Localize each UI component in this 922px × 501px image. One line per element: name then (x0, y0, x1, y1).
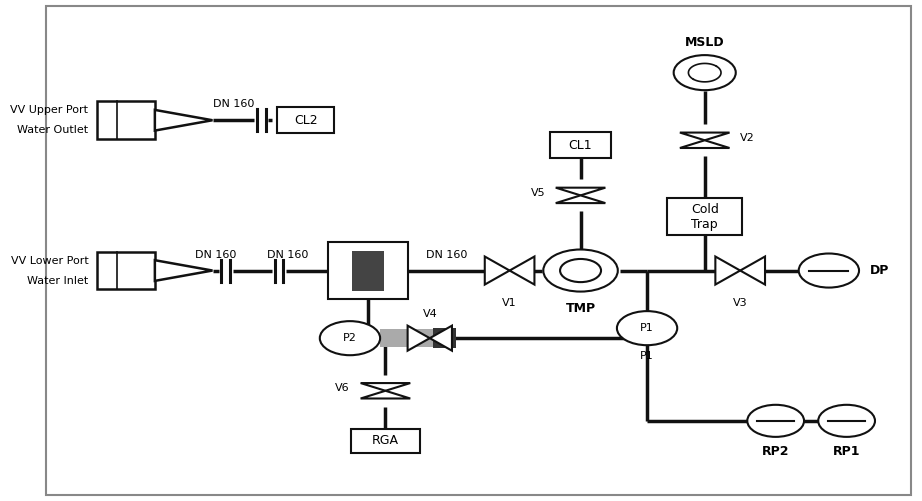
Bar (328, 241, 408, 300)
Bar (97, 252, 155, 290)
Polygon shape (361, 383, 410, 391)
Bar (351, 250, 384, 291)
Text: V1: V1 (502, 298, 517, 308)
Circle shape (617, 311, 678, 345)
Bar (433, 328, 455, 348)
Polygon shape (680, 140, 729, 148)
Bar (277, 107, 335, 133)
Text: DP: DP (869, 264, 889, 277)
Text: Water Inlet: Water Inlet (27, 276, 89, 286)
Circle shape (818, 405, 875, 437)
Text: CL1: CL1 (569, 139, 592, 152)
Polygon shape (715, 257, 740, 285)
Text: RGA: RGA (372, 434, 399, 447)
Text: Cold
Trap: Cold Trap (691, 203, 718, 230)
Polygon shape (430, 326, 452, 351)
Text: DN 160: DN 160 (426, 249, 467, 260)
Bar (667, 198, 742, 235)
Polygon shape (740, 257, 765, 285)
Bar (97, 101, 155, 139)
Text: Water Outlet: Water Outlet (18, 125, 89, 135)
Text: VV Upper Port: VV Upper Port (10, 105, 89, 115)
Text: DN 160: DN 160 (213, 99, 254, 109)
Text: V3: V3 (733, 298, 748, 308)
Text: DN 160: DN 160 (267, 249, 309, 260)
Text: DN 160: DN 160 (195, 249, 236, 260)
Polygon shape (510, 257, 535, 285)
Circle shape (543, 249, 618, 292)
Circle shape (798, 254, 859, 288)
Circle shape (560, 259, 601, 282)
Circle shape (320, 321, 380, 355)
Text: MSLD: MSLD (685, 36, 725, 49)
Text: P1: P1 (640, 323, 654, 333)
Polygon shape (408, 326, 430, 351)
Text: TMP: TMP (565, 302, 596, 315)
Text: V5: V5 (530, 188, 545, 198)
Bar (351, 429, 420, 453)
Polygon shape (556, 195, 606, 203)
Polygon shape (155, 110, 212, 131)
Text: CL2: CL2 (294, 114, 317, 127)
Polygon shape (556, 188, 606, 195)
Polygon shape (361, 391, 410, 398)
Text: RP2: RP2 (762, 445, 789, 458)
Text: V2: V2 (740, 133, 755, 143)
Bar (550, 132, 610, 158)
Polygon shape (155, 260, 212, 281)
Text: RP1: RP1 (833, 445, 860, 458)
Text: VV Lower Port: VV Lower Port (10, 256, 89, 266)
Text: P1: P1 (640, 351, 654, 361)
Polygon shape (680, 133, 729, 140)
Bar (380, 329, 433, 347)
Text: V6: V6 (336, 383, 350, 393)
Circle shape (748, 405, 804, 437)
Circle shape (674, 55, 736, 90)
Polygon shape (485, 257, 510, 285)
Text: P2: P2 (343, 333, 357, 343)
Text: V4: V4 (422, 309, 437, 319)
